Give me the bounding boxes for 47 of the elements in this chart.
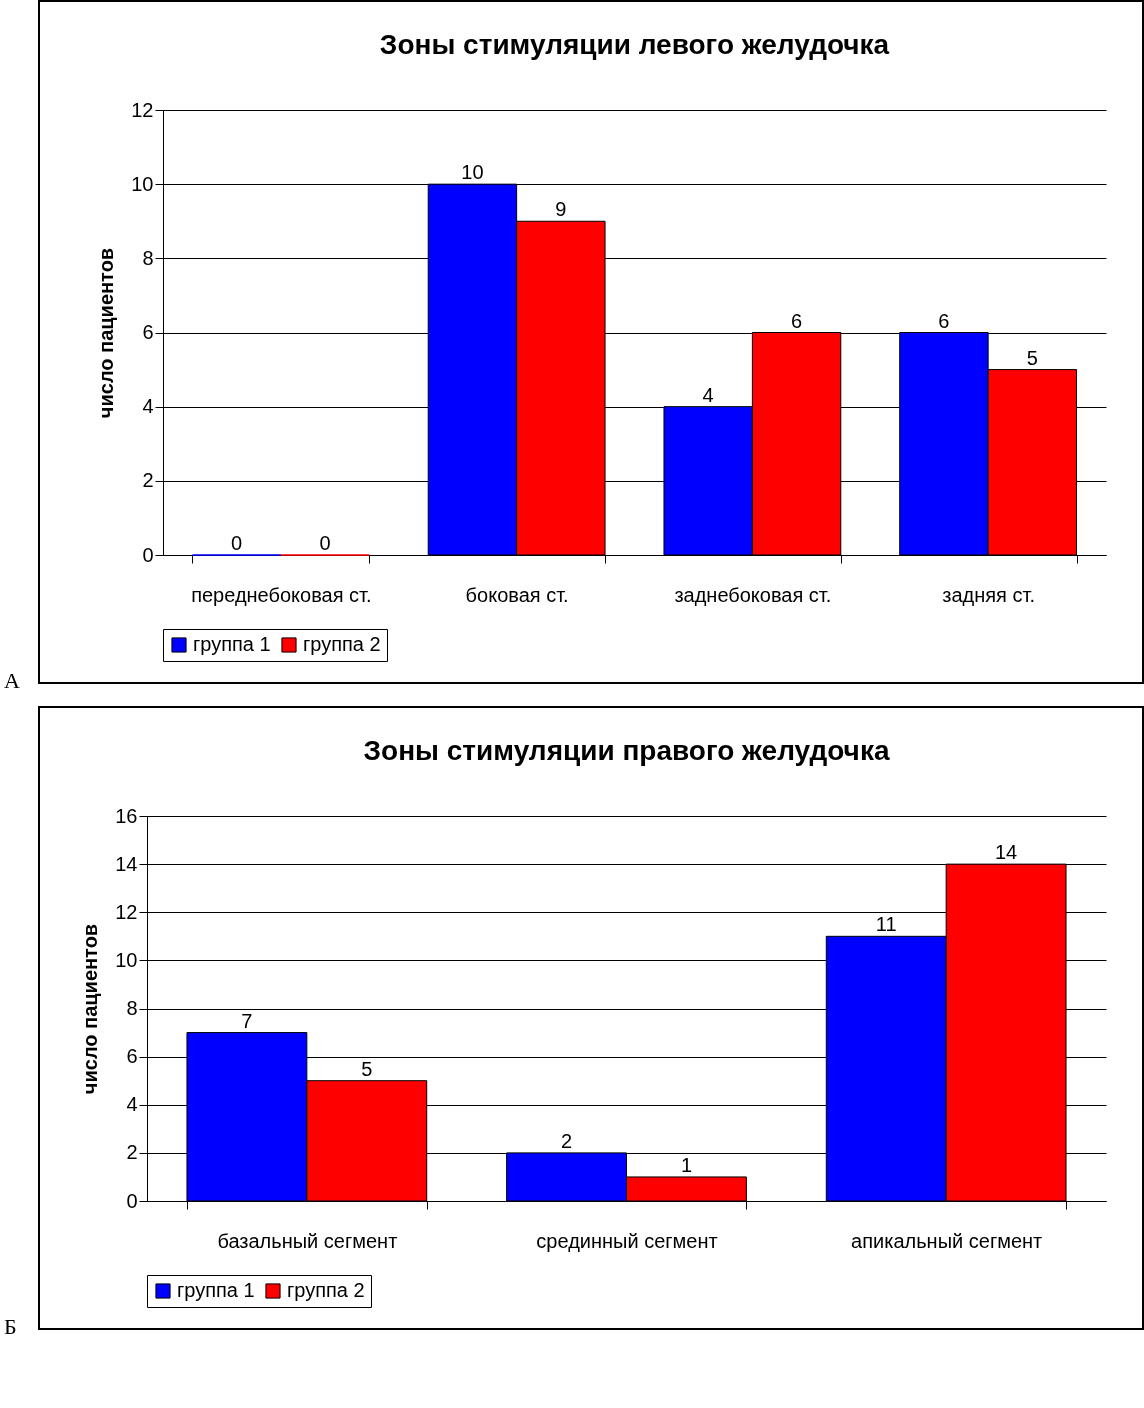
y-tick-label: 4: [142, 395, 154, 418]
x-tick-label: срединный сегмент: [536, 1229, 718, 1252]
data-label: 14: [994, 841, 1018, 864]
x-tick-label: переднебоковая ст.: [191, 583, 372, 606]
legend-label: группа 1: [177, 1279, 255, 1301]
x-tick-label: апикальный сегмент: [851, 1229, 1043, 1252]
y-tick-label: 14: [115, 852, 138, 875]
y-tick-label: 2: [126, 1141, 138, 1164]
y-tick-label: 0: [126, 1189, 138, 1212]
legend-label: группа 1: [193, 633, 271, 655]
x-tick-label: заднебоковая ст.: [674, 583, 832, 606]
data-label: 2: [561, 1129, 573, 1152]
y-tick-label: 10: [115, 948, 138, 971]
y-tick-label: 12: [115, 900, 138, 923]
data-label: 10: [461, 161, 484, 184]
y-tick-label: 0: [142, 543, 154, 566]
data-label: 11: [875, 913, 897, 936]
y-tick-label: 8: [142, 246, 154, 269]
data-label: 7: [241, 1009, 253, 1032]
y-tick-label: 10: [131, 172, 154, 195]
data-label: 0: [319, 532, 331, 554]
data-label: 6: [791, 309, 803, 332]
y-tick-label: 4: [126, 1093, 138, 1116]
data-label: 4: [702, 383, 714, 406]
legend-label: группа 2: [303, 633, 381, 655]
data-label: 9: [555, 198, 567, 221]
legend-label: группа 2: [287, 1279, 365, 1301]
y-tick-label: 6: [142, 321, 154, 343]
data-label: 5: [361, 1057, 373, 1080]
data-label: 6: [938, 309, 950, 332]
y-tick-label: 8: [126, 997, 138, 1019]
chart-title: Зоны стимуляции правого желудочка: [363, 735, 890, 766]
data-label: 5: [1026, 346, 1038, 369]
x-tick-label: боковая ст.: [465, 583, 569, 606]
data-label: 1: [680, 1153, 692, 1176]
x-tick-label: базальный сегмент: [217, 1229, 398, 1252]
y-axis-title: число пациентов: [79, 923, 102, 1095]
y-tick-label: 12: [131, 98, 154, 121]
data-label: 0: [231, 532, 243, 554]
text: А: [4, 668, 20, 694]
y-tick-label: 2: [142, 469, 154, 492]
chart-title: Зоны стимуляции левого желудочка: [379, 29, 890, 60]
text: Б: [4, 1314, 17, 1340]
y-axis-title: число пациентов: [95, 247, 118, 419]
y-tick-label: 16: [115, 804, 138, 827]
x-tick-label: задняя ст.: [942, 583, 1035, 606]
y-tick-label: 6: [126, 1045, 138, 1068]
